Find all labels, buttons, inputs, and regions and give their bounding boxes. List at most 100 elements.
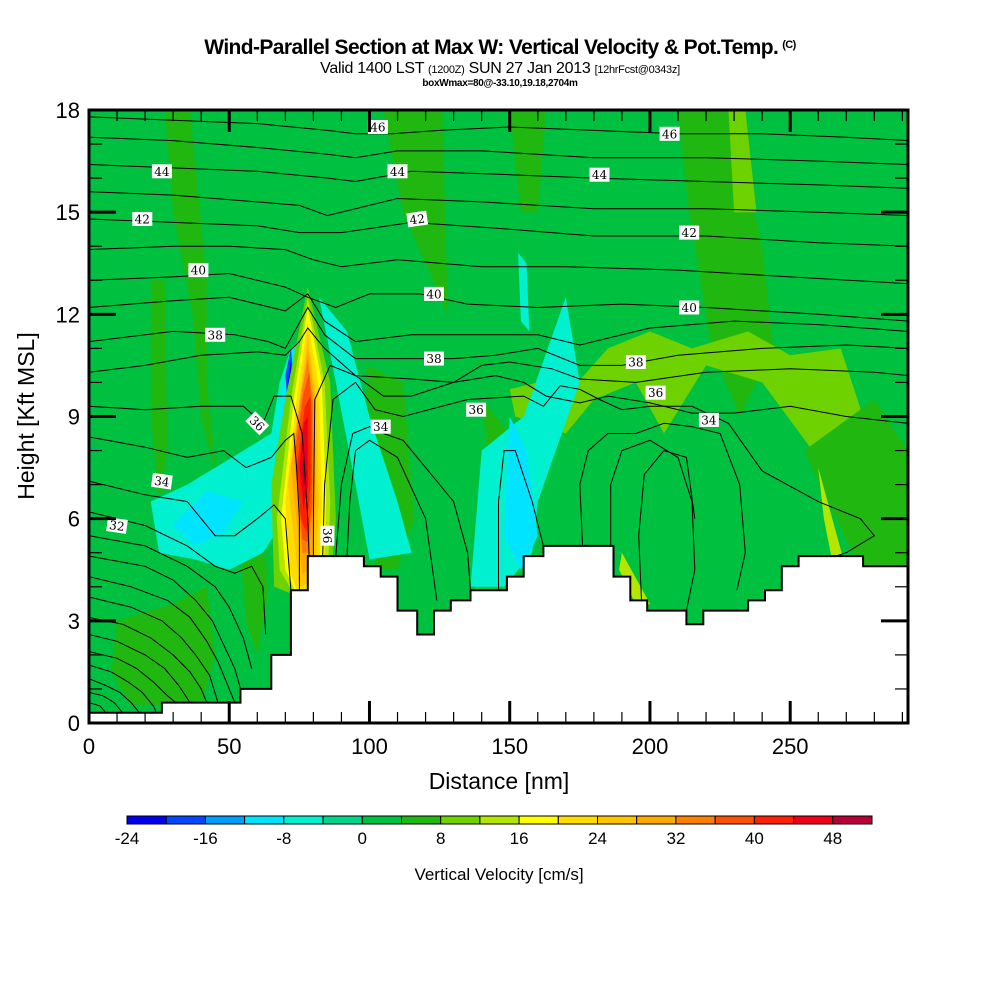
theta-contour-37 xyxy=(90,327,907,383)
valid-utc: (1200Z) xyxy=(428,64,465,76)
contour-label-text: 42 xyxy=(135,213,150,227)
contour-label: 38 xyxy=(205,327,226,342)
contour-label: 32 xyxy=(106,517,128,534)
x-tick-label: 100 xyxy=(351,734,388,759)
colorbar-tick-label: 8 xyxy=(436,829,445,848)
y-tick-label: 6 xyxy=(68,507,80,532)
y-tick-label: 0 xyxy=(68,711,80,736)
contour-label-bg xyxy=(406,210,429,228)
colorbar-swatch xyxy=(518,815,559,825)
contour-label: 46 xyxy=(367,120,388,135)
colorbar-tick-label: -24 xyxy=(115,829,140,848)
colorbar-tick-label: -16 xyxy=(193,829,218,848)
terrain xyxy=(90,544,907,722)
colorbar-swatch xyxy=(165,815,206,825)
contour-label-bg xyxy=(205,327,226,342)
colorbar-swatch xyxy=(204,815,246,825)
contour-label: 44 xyxy=(151,164,172,179)
colorbar-swatch xyxy=(753,815,795,825)
velocity-region xyxy=(804,399,907,570)
colorbar-swatch xyxy=(322,815,363,825)
contour-label: 36 xyxy=(645,385,666,400)
theta-contour-33 xyxy=(610,439,696,611)
y-tick-label: 9 xyxy=(68,405,80,430)
theta-contour-32 xyxy=(498,450,544,591)
contour-label-text: 46 xyxy=(662,127,677,141)
valid-date: SUN 27 Jan 2013 xyxy=(468,60,591,77)
contour-label: 40 xyxy=(188,263,209,278)
theta-contour-33 xyxy=(346,439,438,601)
contour-label-bg xyxy=(424,351,444,366)
terrain-outline xyxy=(90,544,907,714)
velocity-region xyxy=(150,280,168,502)
colorbar-tick-label: -8 xyxy=(276,829,291,848)
contour-label-text: 36 xyxy=(468,403,483,417)
contour-label-text: 42 xyxy=(409,211,426,227)
colorbar-swatch xyxy=(401,815,442,825)
contour-label: 40 xyxy=(679,300,700,315)
velocity-region xyxy=(728,111,757,213)
theta-contour-22 xyxy=(90,702,107,714)
theta-contour-35 xyxy=(321,381,876,591)
contour-label-text: 38 xyxy=(208,328,223,342)
theta-contour-33 xyxy=(90,511,267,635)
contour-label-bg xyxy=(320,525,335,546)
theta-contour-35 xyxy=(90,432,300,591)
contour-label: 34 xyxy=(698,412,719,427)
contour-label-bg xyxy=(589,167,610,182)
y-tick-label: 3 xyxy=(68,609,80,634)
chart-subtitle: Valid 1400 LST (1200Z) SUN 27 Jan 2013 [… xyxy=(0,60,1000,78)
x-tick-label: 250 xyxy=(772,734,809,759)
contour-label-text: 44 xyxy=(390,165,406,179)
theta-contour-23 xyxy=(90,692,124,714)
contour-label: 44 xyxy=(589,167,610,182)
velocity-region xyxy=(470,297,580,587)
theta-contour-43 xyxy=(90,191,907,217)
contour-label-bg xyxy=(106,517,128,534)
colorbar-swatch xyxy=(283,815,324,825)
y-tick-label: 15 xyxy=(56,200,80,225)
colorbar-swatch xyxy=(714,815,755,825)
contour-label-text: 40 xyxy=(682,301,697,315)
theta-contour-39 xyxy=(90,293,907,346)
contour-label-text: 32 xyxy=(108,518,125,534)
colorbar-swatch xyxy=(675,815,716,825)
chart-title-text: Wind-Parallel Section at Max W: Vertical… xyxy=(204,36,779,59)
theta-contour-29 xyxy=(90,596,219,703)
contour-label-bg xyxy=(151,472,173,490)
box-info: boxWmax=80@-33.10,19.18,2704m xyxy=(422,78,578,89)
x-tick-label: 0 xyxy=(83,734,95,759)
copyright-mark: (C) xyxy=(782,39,796,51)
colorbar-swatch xyxy=(361,815,402,825)
theta-contour-27 xyxy=(90,634,191,703)
contour-label: 44 xyxy=(387,164,408,179)
colorbar-tick-label: 24 xyxy=(588,829,607,848)
contour-label-bg xyxy=(151,164,172,179)
contour-label-bg xyxy=(698,412,719,427)
contour-label-bg xyxy=(466,402,487,417)
colorbar-swatch xyxy=(832,815,873,825)
x-tick-label: 150 xyxy=(491,734,528,759)
theta-contour-34 xyxy=(579,422,746,591)
colorbar-swatch xyxy=(244,815,285,825)
contour-label-text: 44 xyxy=(592,168,608,182)
velocity-region xyxy=(504,416,538,570)
contour-label-text: 34 xyxy=(153,474,170,490)
velocity-region xyxy=(518,253,530,332)
theta-contour-41 xyxy=(90,245,907,285)
contour-label-text: 34 xyxy=(701,413,717,427)
velocity-region xyxy=(509,111,547,213)
y-tick-label: 12 xyxy=(56,302,80,327)
colorbar-swatch xyxy=(636,815,677,825)
x-tick-label: 50 xyxy=(217,734,241,759)
contour-label-text: 44 xyxy=(154,165,170,179)
contour-label-text: 38 xyxy=(628,356,643,370)
contour-label-bg xyxy=(370,419,391,434)
theta-contour-26 xyxy=(90,651,177,703)
contour-label: 42 xyxy=(679,225,700,240)
theta-contour-31 xyxy=(90,555,241,690)
colorbar-tick-label: 0 xyxy=(358,829,367,848)
theta-contour-24 xyxy=(90,678,140,714)
